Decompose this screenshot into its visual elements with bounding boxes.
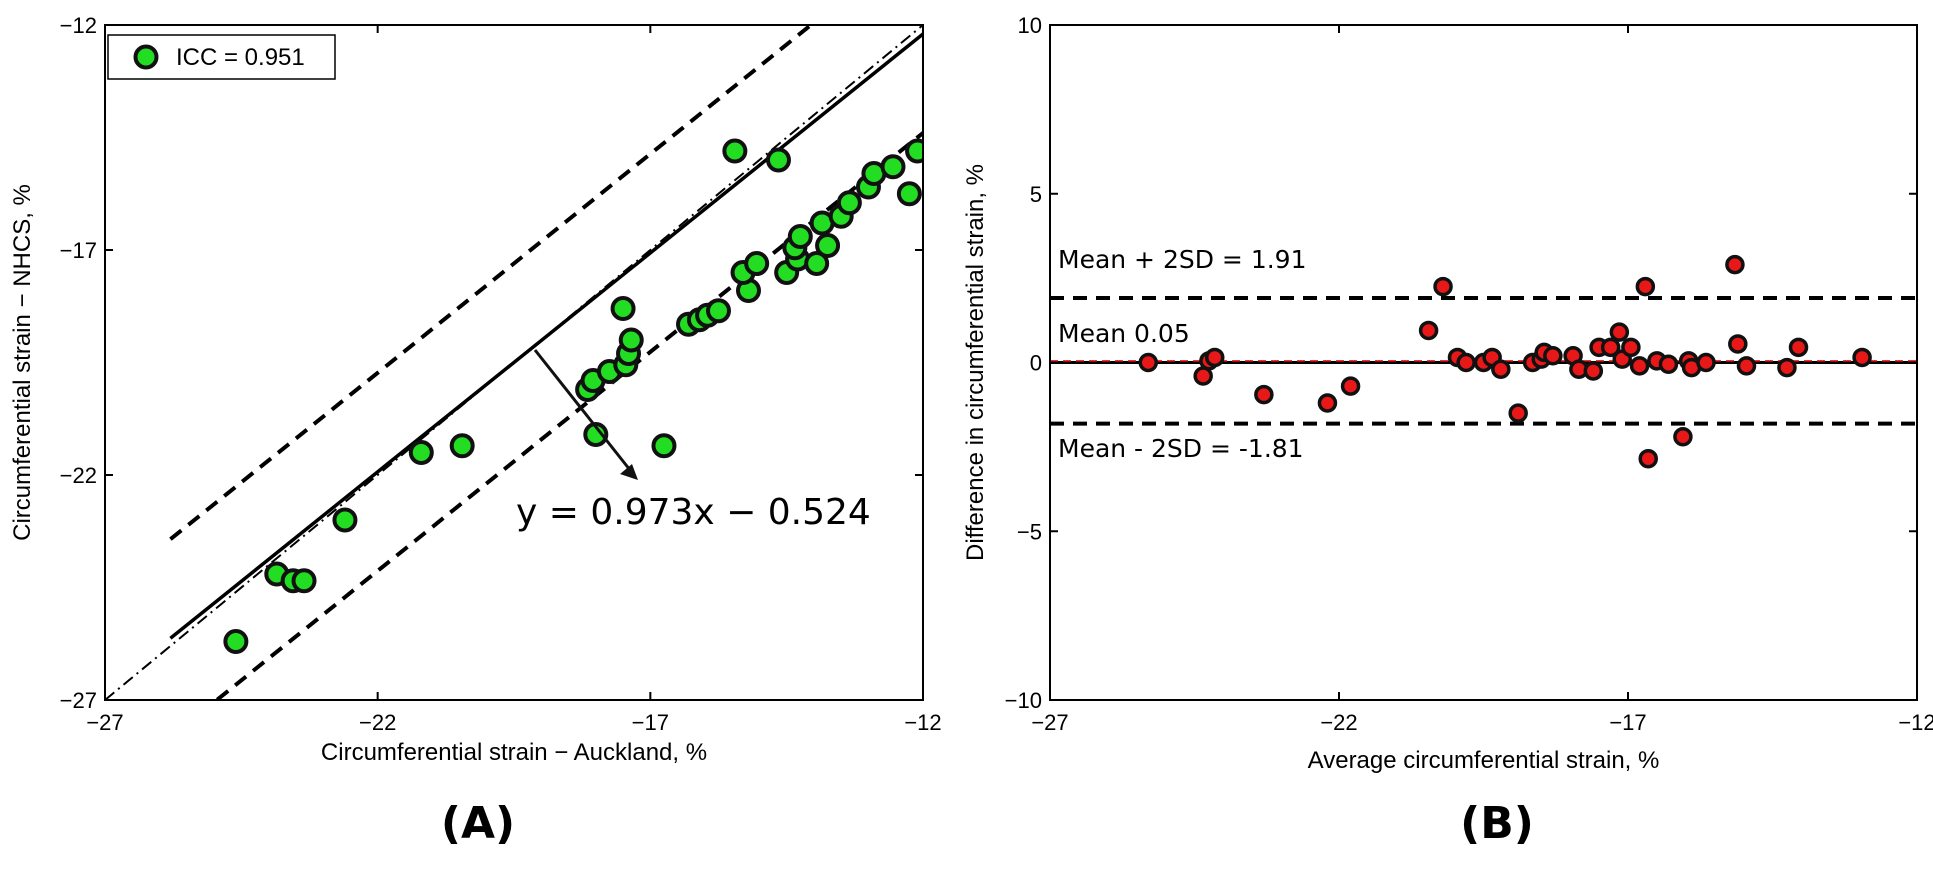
data-point [948, 111, 969, 132]
panel-label-a: (A) [441, 798, 515, 849]
data-point [880, 154, 906, 180]
data-point [836, 190, 862, 216]
lower-limit-line [213, 130, 923, 700]
data-point [1204, 347, 1225, 368]
data-point [1340, 376, 1361, 396]
data-point [1621, 337, 1641, 358]
legend: ICC = 0.951 [107, 34, 336, 80]
data-point [1508, 403, 1528, 423]
lower-limit-label: Mean - 2SD = -1.81 [1058, 434, 1304, 463]
mean-label: Mean 0.05 [1058, 319, 1190, 348]
x-tick-label: −27 [1031, 710, 1068, 735]
data-point [291, 568, 317, 594]
y-tick-label: −10 [1005, 688, 1042, 713]
panel-b: −27 −22 −17 −12 −10 −5 0 5 10 Mean + 2SD = 1.91 Me… [962, 13, 1933, 849]
data-point [1027, 253, 1048, 274]
x-tick-label: −12 [1898, 710, 1933, 735]
x-tick-label: −12 [904, 710, 941, 735]
legend-marker [133, 44, 159, 70]
data-point [1658, 354, 1679, 374]
data-point [1456, 352, 1476, 373]
panel-label-b: (B) [1460, 798, 1534, 849]
x-axis-label: Circumferential strain − Auckland, % [321, 739, 707, 766]
data-point [1254, 384, 1274, 405]
data-point [787, 224, 813, 249]
upper-limit-line [169, 25, 815, 541]
data-point [896, 181, 922, 207]
data-point [1852, 347, 1872, 368]
legend-label: ICC = 0.951 [176, 44, 305, 71]
y-tick-label: 10 [1018, 13, 1042, 38]
data-point [1600, 337, 1621, 358]
data-point [1138, 352, 1159, 373]
data-point [744, 251, 770, 276]
data-point [765, 147, 791, 173]
y-tick-label: 0 [1030, 351, 1042, 376]
data-point [618, 327, 644, 353]
data-point [1638, 448, 1658, 469]
data-point [1433, 276, 1453, 297]
y-tick-label: −5 [1017, 519, 1042, 544]
data-point [962, 102, 983, 123]
y-tick-label: −22 [60, 463, 97, 488]
data-point [1609, 322, 1630, 342]
x-tick-label: −22 [1320, 710, 1357, 735]
y-axis-label: Circumferential strain − NHCS, % [9, 184, 36, 541]
axes-frame [104, 24, 924, 701]
data-point [1418, 320, 1439, 341]
data-point [1024, 84, 1045, 105]
data-point [408, 440, 434, 465]
data-point [905, 138, 923, 164]
data-point [1052, 39, 1073, 60]
y-tick-label: −17 [60, 238, 97, 263]
regression-line [169, 31, 923, 640]
data-point [651, 433, 677, 459]
x-tick-label: −22 [359, 710, 396, 735]
data-point [804, 251, 830, 276]
data-point [994, 75, 1015, 96]
data-point [1736, 356, 1757, 376]
data-point [223, 629, 249, 654]
y-tick-label: −12 [60, 13, 97, 38]
y-axis-label: Difference in circumferential strain, % [962, 164, 989, 561]
data-point [332, 507, 358, 533]
data-point [1011, 82, 1032, 103]
panel-a: y = 0.973x − 0.524 −27 −22 −17 −12 −27 −22 −17 −… [9, 13, 1073, 849]
x-axis-label: Average circumferential strain, % [1308, 747, 1660, 774]
data-point [1777, 357, 1797, 378]
data-point [1725, 254, 1745, 275]
x-tick-label: −27 [86, 710, 123, 735]
x-tick-label: −17 [632, 710, 669, 735]
data-point [1635, 276, 1656, 297]
data-point [940, 132, 961, 153]
data-point [722, 138, 748, 164]
data-point [1696, 352, 1716, 373]
x-tick-label: −17 [1609, 710, 1646, 735]
fit-equation: y = 0.973x − 0.524 [516, 492, 871, 533]
data-point [1317, 393, 1338, 413]
y-tick-label: −27 [60, 688, 97, 713]
upper-limit-label: Mean + 2SD = 1.91 [1058, 245, 1307, 274]
data-point [1788, 337, 1809, 358]
data-point [1583, 361, 1604, 381]
data-point [583, 422, 609, 447]
y-tick-label: 5 [1030, 182, 1042, 207]
data-point [1543, 346, 1563, 366]
data-point [1629, 356, 1650, 376]
annotation-arrowhead [620, 464, 638, 480]
data-point [1673, 427, 1693, 447]
data-point [1728, 334, 1748, 354]
data-point [610, 296, 636, 321]
data-point [706, 298, 731, 324]
data-point [449, 433, 475, 459]
data-point [815, 233, 841, 258]
annotation-arrow [533, 349, 632, 471]
data-point [1491, 359, 1511, 379]
